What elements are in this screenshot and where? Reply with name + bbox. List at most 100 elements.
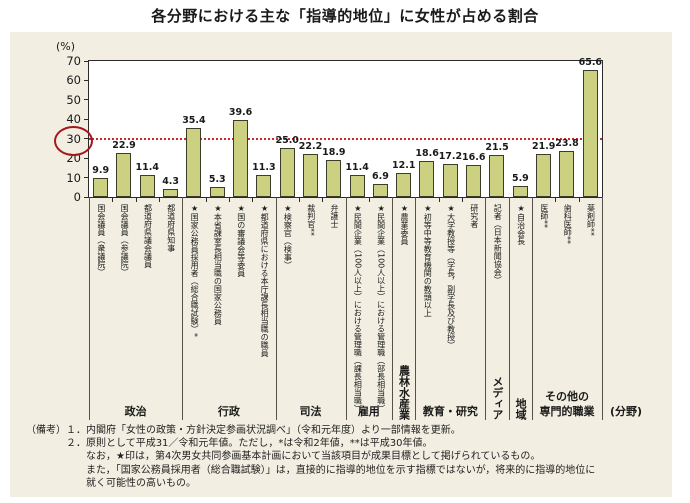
bar (489, 155, 505, 197)
group-label-text: 農林水産業 (397, 365, 411, 420)
y-axis-tick-label: 70 (66, 54, 81, 68)
bar-category-label: ★本省課室長相当職の国家公務員 (206, 204, 229, 417)
bar-category-label-text: 弁護士 (330, 204, 340, 228)
group-label: 教育・研究 (422, 405, 478, 418)
notes-block: （備考）１．内閣府「女性の政策・方針決定参画状況調べ」（令和元年度）より一部情報… (26, 424, 595, 490)
x-axis-tick (112, 198, 114, 202)
bar-category-label: ★国の審議会等委員 (229, 204, 252, 417)
bar-category-label-text: ★検察官（検事） (283, 204, 293, 269)
group-label: 司法 (299, 405, 322, 418)
bar (279, 148, 295, 197)
bar-category-label-text: 国会議員（参議院） (120, 204, 130, 276)
group-divider (485, 197, 487, 420)
bar (116, 152, 132, 197)
x-axis-tick (158, 198, 160, 202)
y-axis-tick-label: 50 (66, 92, 81, 107)
bar-category-label-text: 記者（日本新聞協会） (493, 204, 503, 284)
bar-value-label: 35.4 (182, 115, 206, 127)
bar (349, 174, 365, 197)
bar-category-label-text: ★国家公務員採用者（総合職試験）* (190, 204, 200, 337)
bar-category-label: 薬剤師** (579, 204, 602, 417)
bar (372, 183, 388, 197)
bar-category-label: ★都道府県における本庁課長相当職の職員 (252, 204, 275, 417)
bar-value-label: 39.6 (228, 107, 253, 119)
bar-value-label: 16.6 (462, 151, 486, 163)
bar-category-label: 医師** (532, 204, 555, 417)
bar-value-label: 9.9 (92, 164, 110, 176)
group-divider (89, 197, 90, 420)
bar-value-label: 11.4 (345, 161, 369, 173)
y-axis-tick-label: 0 (73, 190, 81, 204)
note-line: なお，★印は，第4次男女共同参画基本計画において当該項目が成果目標として掲げられ… (86, 451, 541, 463)
bar (466, 164, 482, 197)
bar-category-label: 都道府県知事 (159, 204, 182, 417)
group-divider (345, 197, 347, 420)
bar-category-label-text: ★大学教授等（学長，副学長及び教授） (446, 204, 456, 349)
group-label: 地域 (512, 197, 528, 420)
bar-category-label-text: 裁判官** (306, 204, 316, 236)
y-axis-tick-label: 60 (66, 73, 81, 88)
group-divider (182, 197, 184, 420)
bar-category-label: ★民間企業（100人以上）における管理職（部長相当職） (369, 204, 392, 417)
group-divider (392, 197, 394, 420)
bar (302, 153, 318, 197)
bar-category-label-text: 歯科医師** (563, 204, 573, 244)
y-axis-tick-label: 40 (66, 112, 81, 127)
bar (209, 186, 225, 197)
bar-value-label: 5.9 (511, 172, 529, 184)
bar (232, 120, 248, 197)
group-label: 行政 (217, 405, 240, 418)
notes-prefix: （備考） (26, 425, 66, 436)
bar-value-label: 22.9 (112, 139, 136, 151)
chart-title: 各分野における主な「指導的地位」に女性が占める割合 (151, 7, 539, 25)
bar (162, 188, 178, 197)
bar-value-label: 11.3 (252, 162, 276, 174)
bar-category-label-text: 都道府県議会議員 (143, 204, 153, 268)
note-text: １．内閣府「女性の政策・方針決定参画状況調べ」（令和元年度）より一部情報を更新。 (66, 425, 461, 436)
y-axis-unit-label: (%) (55, 40, 75, 53)
bar-category-label-text: ★民間企業（100人以上）における管理職（課長相当職） (353, 204, 363, 413)
bar-category-label-text: ★初等中等教育機関の教頭以上 (423, 204, 433, 317)
bar (139, 174, 155, 197)
bar-category-label-text: 国会議員（衆議院） (96, 204, 106, 276)
bar-value-label: 4.3 (162, 175, 180, 187)
bar-value-label: 18.6 (415, 147, 439, 159)
bar-category-label-text: 薬剤師** (586, 204, 596, 236)
group-label: その他の 専門的職業 (540, 389, 595, 419)
bar (186, 128, 202, 197)
bar-category-label-text: ★民間企業（100人以上）における管理職（部長相当職） (376, 204, 386, 413)
x-axis-tick (555, 198, 557, 202)
bar-category-label-text: 医師** (539, 204, 549, 228)
bar-category-label: ★初等中等教育機関の教頭以上 (415, 204, 438, 417)
x-axis-tick (322, 198, 324, 202)
group-label: 雇用 (357, 405, 380, 418)
group-divider (415, 197, 417, 420)
group-label-text: メディア (490, 376, 504, 420)
bar-value-label: 22.2 (298, 140, 323, 152)
bar-category-label: ★民間企業（100人以上）における管理職（課長相当職） (346, 204, 369, 417)
y-axis-tick (84, 177, 89, 179)
bar-value-label: 18.9 (322, 147, 346, 159)
bar (559, 150, 575, 197)
bar-category-label: 国会議員（参議院） (112, 204, 135, 417)
x-axis-tick (252, 198, 254, 202)
bar (536, 154, 552, 197)
bar-category-label: ★国家公務員採用者（総合職試験）* (182, 204, 205, 417)
bar-value-label: 21.9 (531, 141, 556, 153)
group-divider (275, 197, 277, 420)
bar (256, 175, 272, 197)
x-axis-tick (298, 198, 300, 202)
bar-value-label: 5.3 (208, 173, 226, 185)
bar-value-label: 6.9 (372, 170, 389, 182)
x-axis-tick (462, 198, 464, 202)
x-axis-tick (135, 198, 137, 202)
bar-value-label: 12.1 (392, 160, 416, 172)
bar (396, 173, 412, 197)
bar-category-label-text: ★自治会長 (516, 204, 526, 245)
bar-category-label-text: ★農業委員 (399, 204, 409, 245)
bar (419, 160, 435, 197)
x-axis-tick (438, 198, 440, 202)
bar-category-label: ★検察官（検事） (276, 204, 299, 417)
target-circle-annotation (54, 125, 93, 156)
bar-value-label: 65.6 (578, 56, 603, 68)
